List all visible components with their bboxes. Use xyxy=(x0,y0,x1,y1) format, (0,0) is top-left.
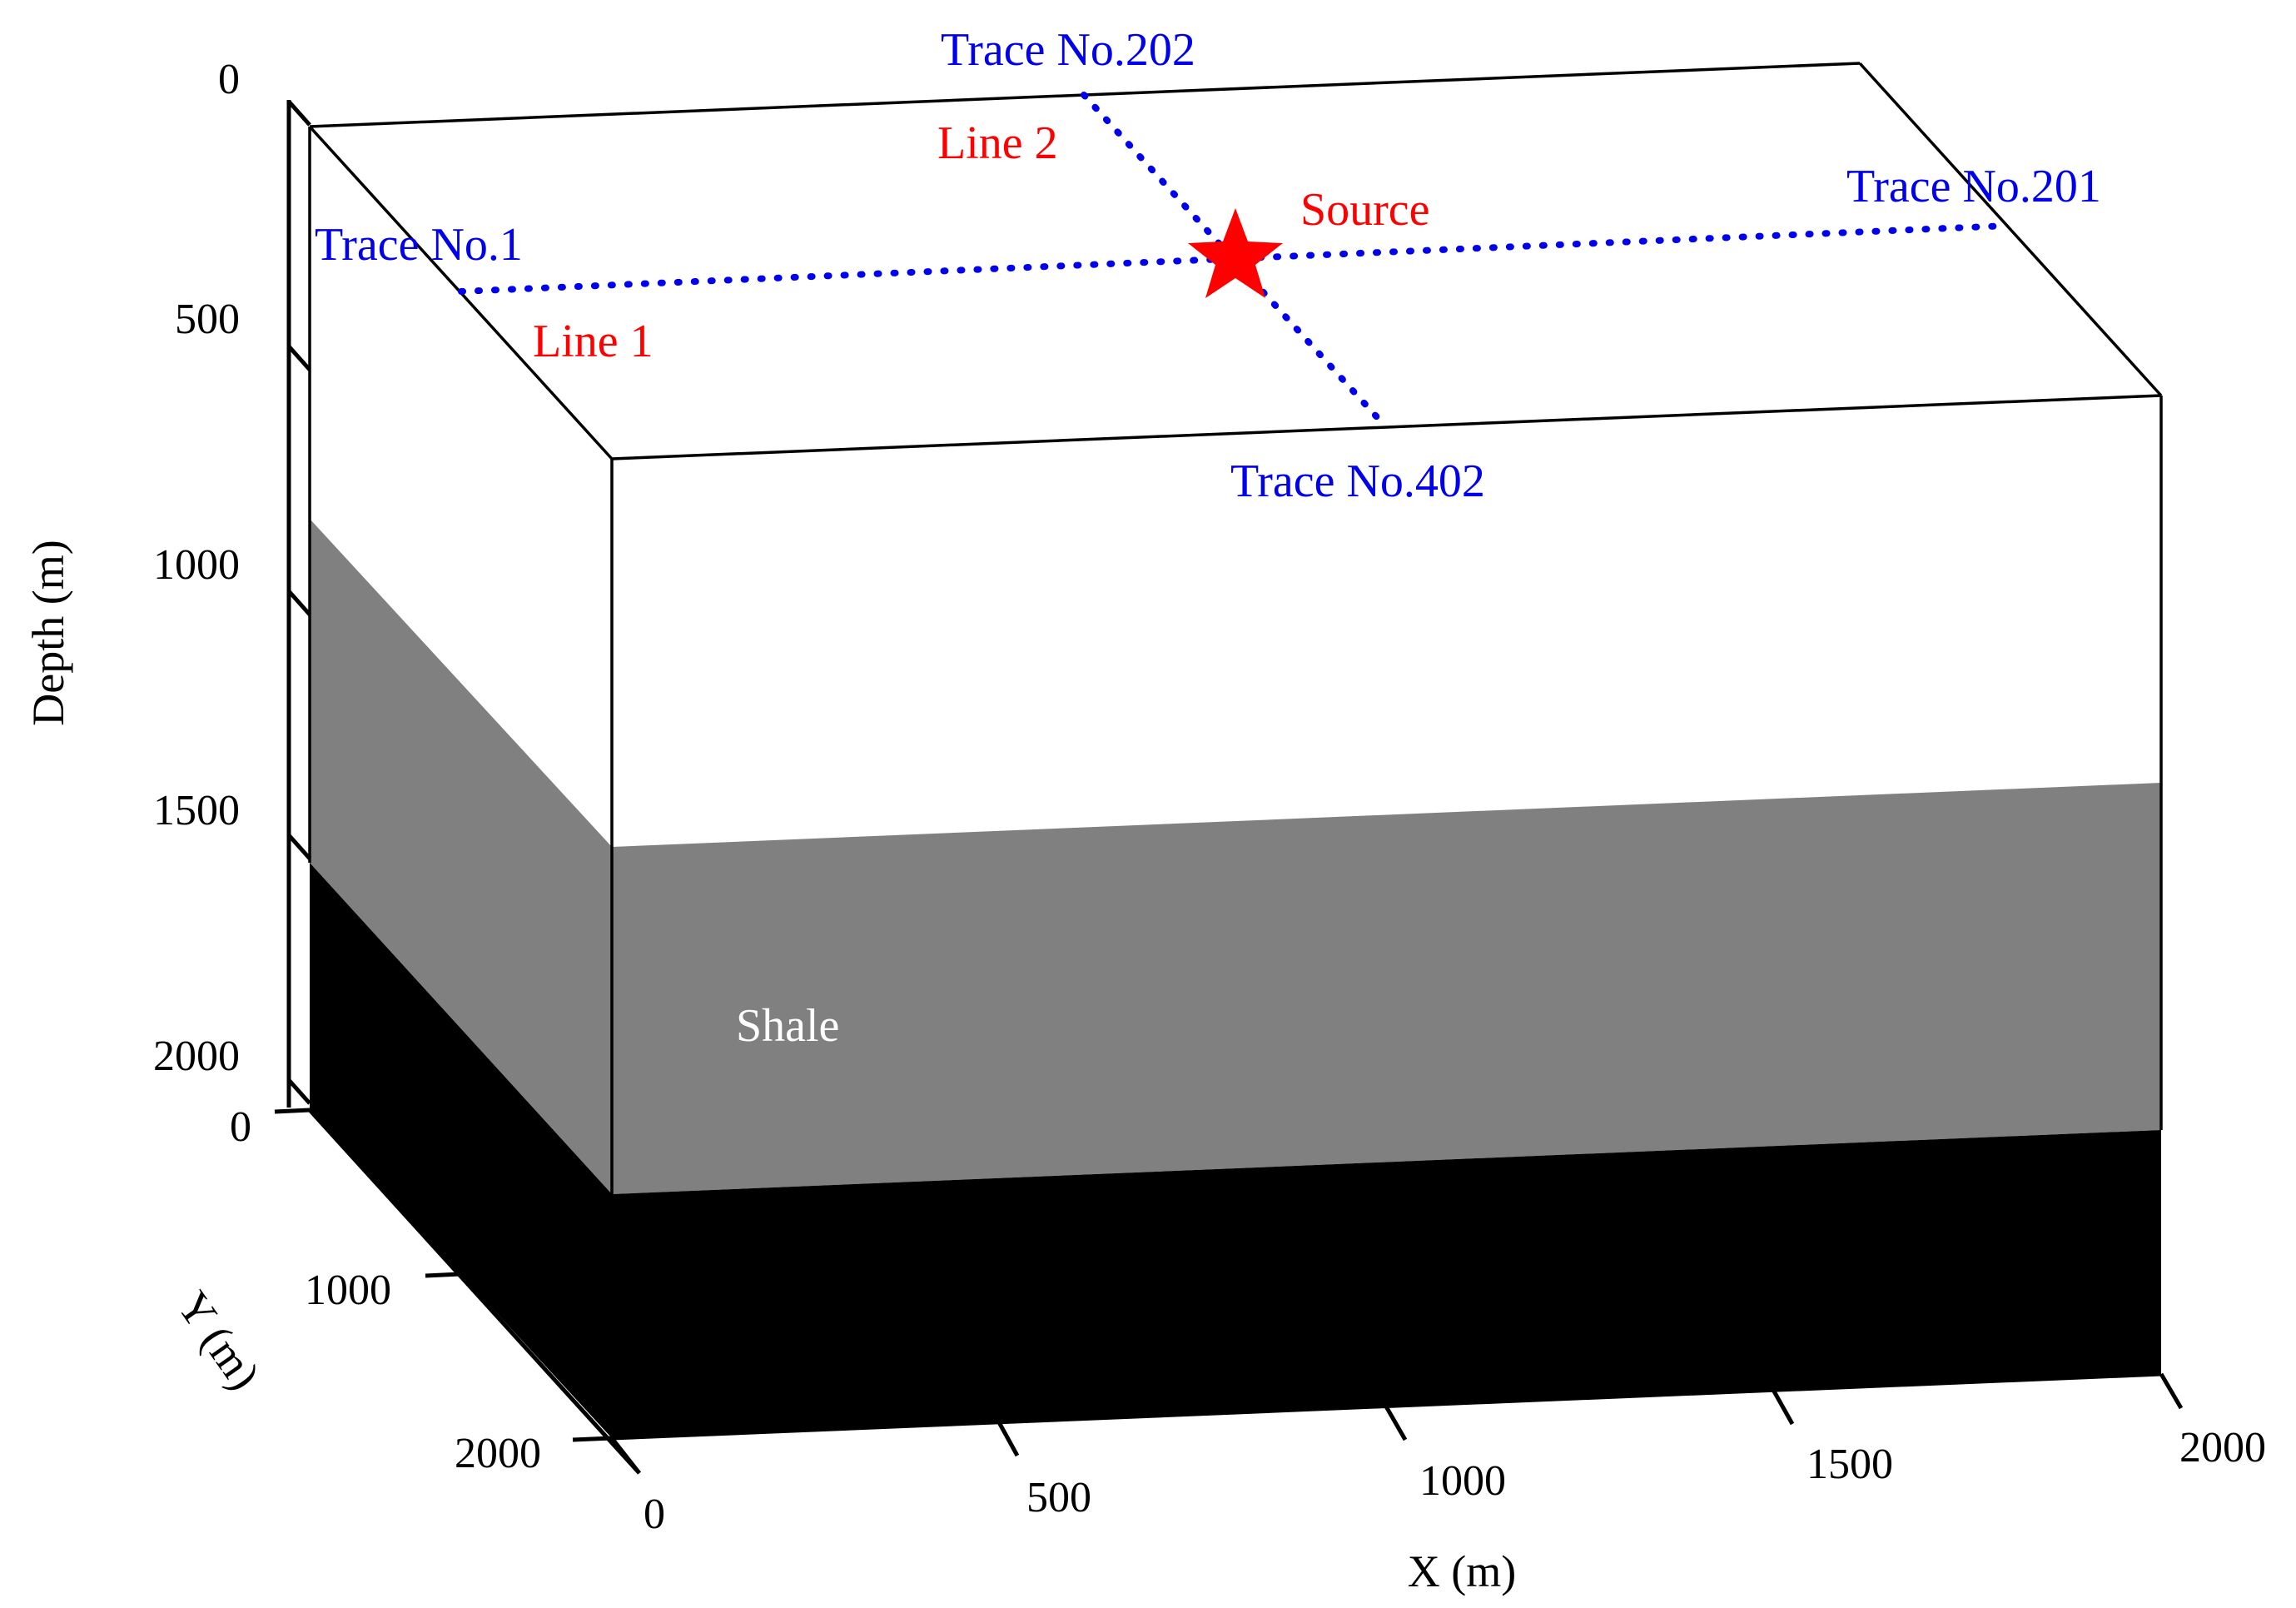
front-face-shale-layer xyxy=(612,783,2161,1194)
x-axis-line xyxy=(611,1372,2162,1441)
x-tick-label-2000: 2000 xyxy=(2179,1424,2266,1471)
y-tick-label-0: 0 xyxy=(230,1103,251,1151)
trace-1-label: Trace No.1 xyxy=(315,219,523,271)
x-tick-label-500: 500 xyxy=(1026,1474,1091,1521)
x-tick-1000 xyxy=(1384,1405,1408,1441)
line-1-label: Line 1 xyxy=(533,316,654,367)
source-label: Source xyxy=(1300,184,1430,236)
model-block xyxy=(308,62,2163,1438)
source-star-icon xyxy=(1188,208,1283,298)
depth-tick-500 xyxy=(287,345,311,371)
y-axis-line xyxy=(308,1108,641,1475)
depth-tick-1000 xyxy=(287,590,311,616)
y-tick-label-2000: 2000 xyxy=(455,1430,541,1477)
depth-tick-label-0: 0 xyxy=(218,56,240,103)
box-edge-top-right xyxy=(1858,62,2163,397)
x-tick-1500 xyxy=(1771,1388,1795,1426)
x-tick-500 xyxy=(996,1421,1020,1457)
y-axis-title: Y (m) xyxy=(167,1282,270,1399)
x-tick-label-1500: 1500 xyxy=(1806,1441,1893,1488)
trace-202-label: Trace No.202 xyxy=(941,24,1195,76)
y-tick-label-1000: 1000 xyxy=(305,1267,391,1314)
x-axis-title: X (m) xyxy=(1408,1546,1516,1596)
box-edge-top-front xyxy=(611,394,2162,460)
front-face-upper-layer xyxy=(612,396,2161,847)
depth-tick-0 xyxy=(287,100,311,127)
depth-tick-label-1000: 1000 xyxy=(153,541,240,589)
shale-layer-label: Shale xyxy=(736,1000,839,1052)
y-tick-1000 xyxy=(425,1272,461,1278)
trace-201-label: Trace No.201 xyxy=(1846,161,2101,212)
left-face-upper-layer xyxy=(310,127,612,847)
depth-tick-1500 xyxy=(287,834,311,860)
left-face-basement-layer xyxy=(310,863,612,1438)
depth-tick-label-2000: 2000 xyxy=(153,1033,240,1080)
y-tick-2000 xyxy=(572,1436,613,1442)
depth-axis-title: Depth (m) xyxy=(23,540,73,725)
x-tick-2000 xyxy=(2159,1372,2184,1410)
depth-tick-label-1500: 1500 xyxy=(153,787,240,834)
x-tick-label-0: 0 xyxy=(644,1491,665,1538)
depth-tick-2000 xyxy=(287,1078,311,1105)
front-face-basement-layer xyxy=(612,1130,2161,1438)
left-face-shale-layer xyxy=(310,519,612,1194)
x-tick-0 xyxy=(610,1436,641,1475)
depth-tick-label-500: 500 xyxy=(175,296,240,343)
y-tick-0 xyxy=(274,1108,311,1114)
trace-402-label: Trace No.402 xyxy=(1230,456,1485,507)
x-tick-label-1000: 1000 xyxy=(1419,1457,1506,1505)
line-2-label: Line 2 xyxy=(937,117,1058,169)
